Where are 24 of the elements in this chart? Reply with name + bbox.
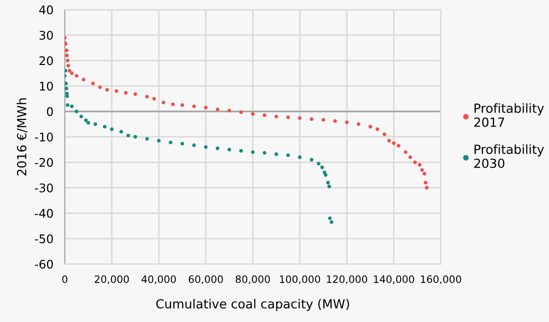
y-tick-label: -40 bbox=[34, 208, 53, 218]
y-tick-label: -60 bbox=[34, 260, 53, 269]
x-tick-label: 140,000 bbox=[374, 275, 414, 284]
x-tick-label: 40,000 bbox=[142, 275, 176, 284]
x-tick-label: 160,000 bbox=[420, 275, 462, 284]
x-tick-label: 120,000 bbox=[326, 275, 368, 284]
x-tick-label: 60,000 bbox=[188, 275, 223, 284]
y-tick-label: -30 bbox=[34, 183, 53, 192]
y-tick-label: -10 bbox=[34, 132, 53, 142]
y-tick-label: 10 bbox=[40, 82, 53, 91]
y-tick-label: -50 bbox=[34, 234, 53, 244]
y-tick-label: 40 bbox=[39, 5, 53, 14]
x-tick-label: 100,000 bbox=[280, 275, 320, 284]
x-tick-label: 20,000 bbox=[94, 275, 129, 284]
y-tick-label: 20 bbox=[40, 56, 53, 66]
y-tick-label: -20 bbox=[34, 158, 53, 167]
legend-label: Profitability 2030 bbox=[474, 144, 544, 168]
y-axis-title: 2016 €/MWh bbox=[16, 98, 28, 176]
x-tick-label: 80,000 bbox=[236, 275, 270, 284]
y-tick-label: 0 bbox=[46, 107, 53, 116]
x-tick-label: 0 bbox=[62, 275, 68, 283]
legend-label: Profitability 2017 bbox=[474, 103, 544, 127]
y-tick-label: 30 bbox=[40, 30, 53, 40]
x-axis-title: Cumulative coal capacity (MW) bbox=[156, 298, 350, 311]
